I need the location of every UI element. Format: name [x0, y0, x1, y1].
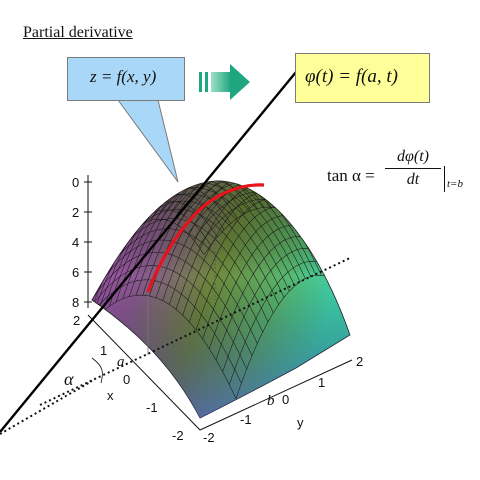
z-tick-label: 0: [72, 175, 79, 190]
arrow-icon: [199, 64, 250, 100]
fraction-bar: [385, 168, 441, 169]
z-tick-label: 4: [72, 235, 79, 250]
fraction-numerator: dφ(t): [397, 148, 429, 165]
curve-phi: [146, 183, 265, 293]
x-tick-label: -2: [172, 428, 184, 443]
tangent-line: [0, 54, 311, 433]
evaluation-subscript: t=b: [447, 178, 463, 190]
mesh-line: [92, 279, 242, 384]
a-symbol: a: [117, 354, 125, 370]
angle-arc: [91, 357, 103, 384]
surface-formula: z = f(x, y): [90, 67, 157, 86]
b-symbol: b: [267, 393, 275, 409]
callout-pointer: [117, 99, 179, 183]
mesh-line: [92, 265, 247, 370]
z-tick-label: 6: [72, 265, 79, 280]
evaluation-bar: [444, 166, 445, 192]
x-tick-label: -1: [146, 400, 158, 415]
curve-formula: φ(t) = f(a, t): [305, 66, 398, 87]
z-tick-label: 2: [72, 205, 79, 220]
derivative-fraction: dφ(t) dt: [385, 148, 441, 189]
curve-formula-box: [295, 53, 430, 103]
surface-formula-box: [67, 57, 185, 101]
y-tick-label: 1: [318, 375, 325, 390]
y-tick-label: 2: [356, 354, 363, 369]
y-tick-label: 0: [282, 392, 289, 407]
z-tick-label: 8: [72, 295, 79, 310]
dotted-line-base: [0, 380, 93, 435]
alpha-symbol: α: [64, 369, 74, 389]
x-axis: 2 1 0 -1 -2 x: [73, 313, 201, 443]
x-tick-label: 0: [123, 372, 130, 387]
y-axis-label: y: [297, 415, 304, 430]
tangent-lhs: tan α =: [327, 166, 375, 185]
z-axis: 0 2 4 6 8: [72, 175, 92, 310]
tangent-formula: tan α = dφ(t) dt t=b: [327, 146, 477, 206]
dotted-line-y: [39, 257, 351, 406]
fraction-denominator: dt: [406, 171, 420, 188]
mesh-line: [92, 252, 253, 356]
diagram-title: Partial derivative: [23, 24, 133, 41]
y-tick-label: -2: [203, 430, 215, 445]
y-axis: -2 -1 0 1 2 y: [199, 354, 363, 445]
x-tick-label: 2: [73, 313, 80, 328]
x-axis-label: x: [107, 388, 114, 403]
y-tick-label: -1: [240, 412, 252, 427]
x-tick-label: 1: [100, 343, 107, 358]
